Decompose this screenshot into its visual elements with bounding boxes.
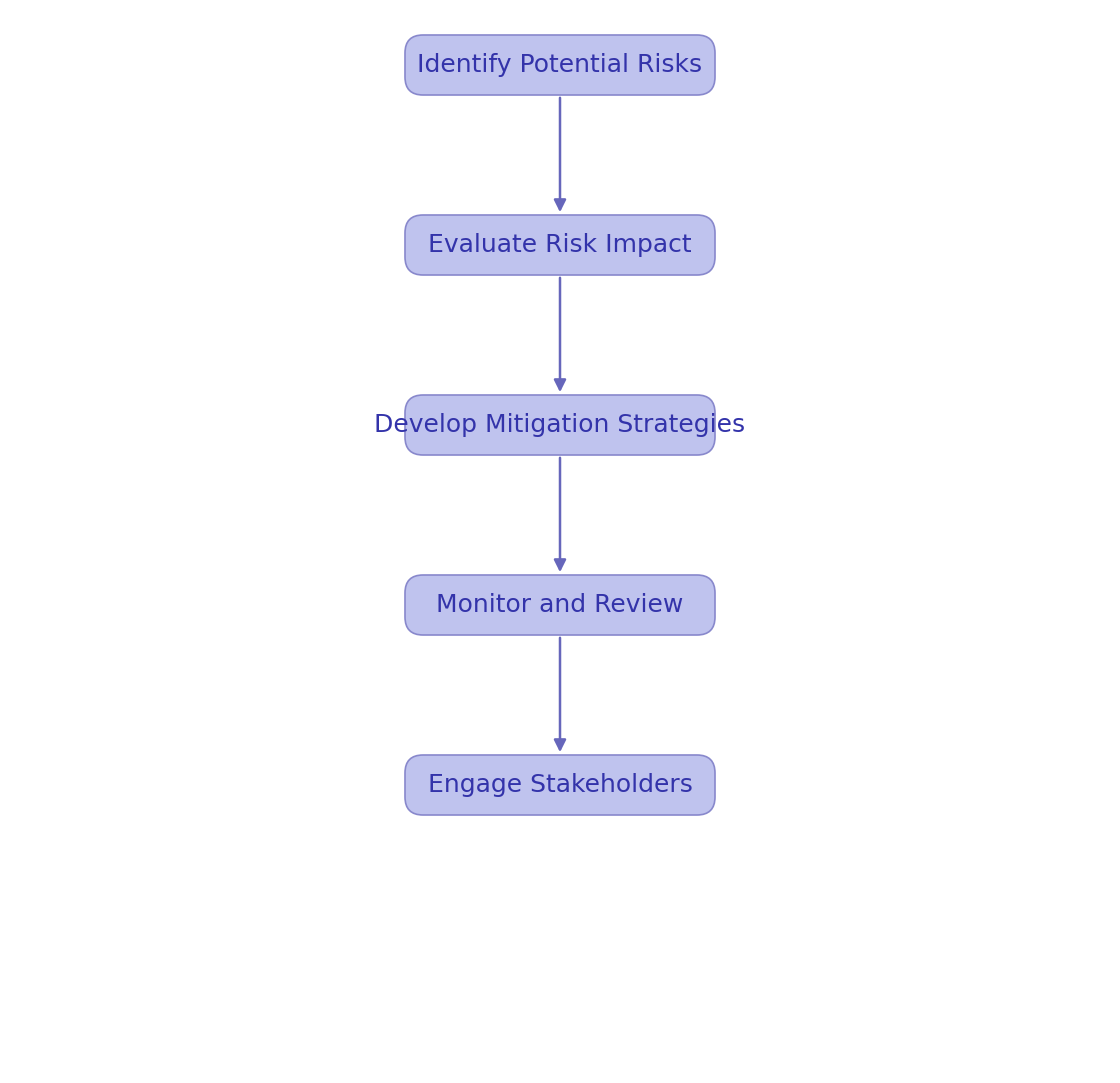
Text: Identify Potential Risks: Identify Potential Risks <box>418 53 702 77</box>
Text: Engage Stakeholders: Engage Stakeholders <box>428 773 692 797</box>
FancyBboxPatch shape <box>405 35 715 95</box>
Text: Monitor and Review: Monitor and Review <box>437 593 683 617</box>
FancyBboxPatch shape <box>405 216 715 275</box>
Text: Evaluate Risk Impact: Evaluate Risk Impact <box>428 233 692 257</box>
Text: Develop Mitigation Strategies: Develop Mitigation Strategies <box>374 413 746 438</box>
FancyBboxPatch shape <box>405 575 715 635</box>
FancyBboxPatch shape <box>405 755 715 815</box>
FancyBboxPatch shape <box>405 395 715 455</box>
